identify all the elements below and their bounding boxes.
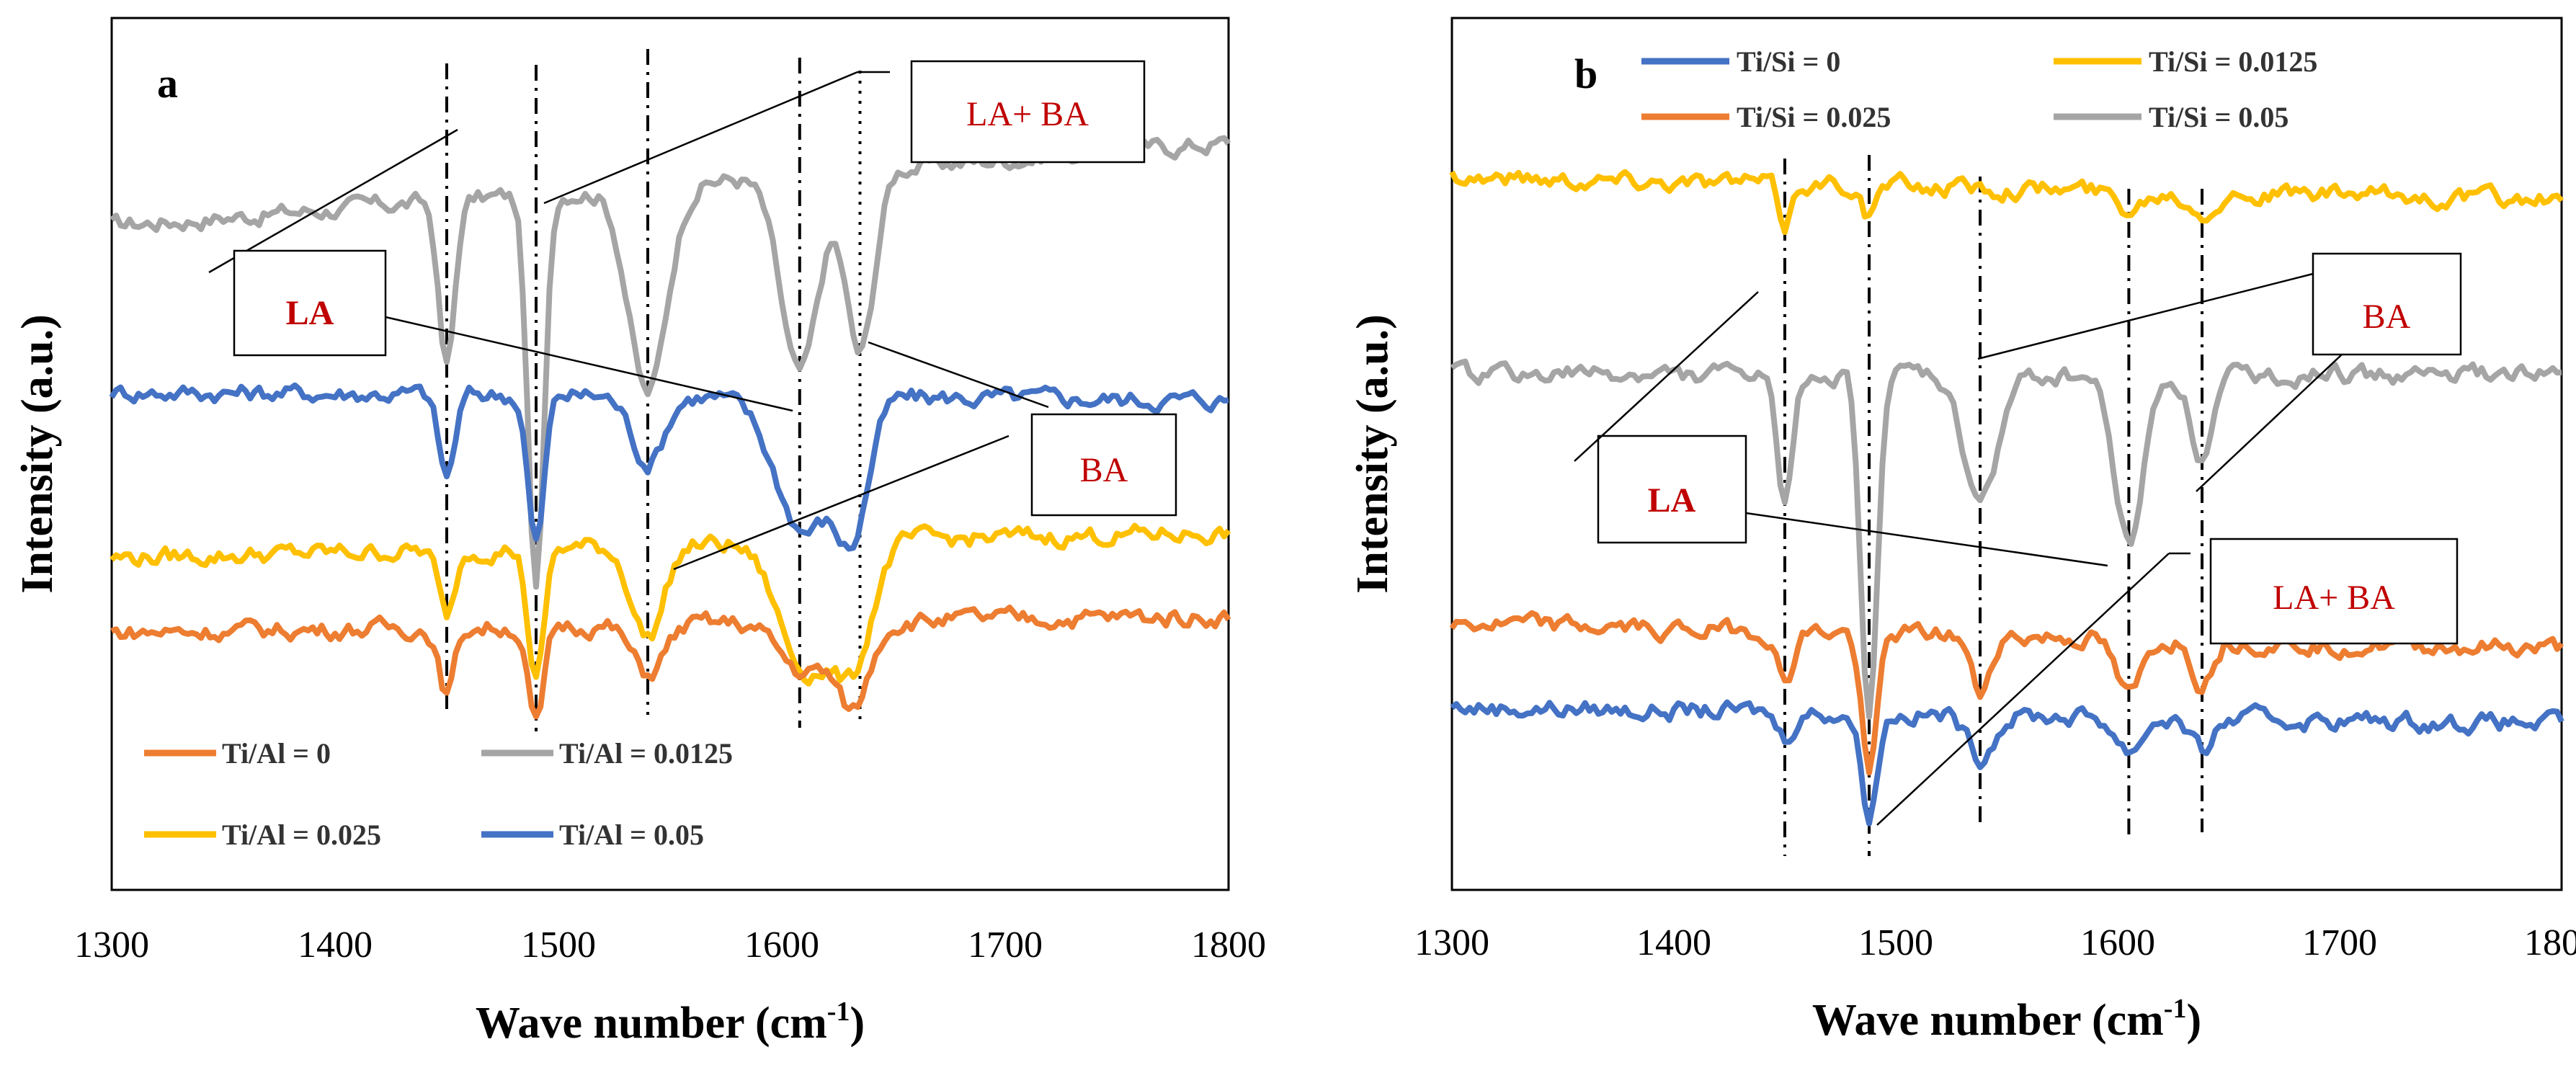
series-line-ti-si-0.0125 <box>1449 169 2564 236</box>
legend-label: Ti/Si = 0.0125 <box>2149 45 2317 78</box>
legend-item-ti-si-0.025: Ti/Si = 0.025 <box>1641 101 1891 133</box>
x-tick-label: 1700 <box>2302 922 2377 963</box>
legend-item-ti-al-0: Ti/Al = 0 <box>144 737 331 770</box>
legend-label: Ti/Al = 0.025 <box>222 819 381 851</box>
y-axis-label-a: Intensity (a.u.) <box>13 314 62 594</box>
annotation-la-a: LA <box>233 249 793 412</box>
annotation-text: LA+ BA <box>2273 579 2395 617</box>
chart-panel-a: a LA+ BA LA BA Ti/Al = 0 <box>13 17 1266 1048</box>
legend-item-ti-si-0.05: Ti/Si = 0.05 <box>2054 101 2288 133</box>
x-axis-label-b: Wave number (cm-1) <box>1812 994 2201 1045</box>
x-tick-label: 1500 <box>1858 922 1933 963</box>
series-line-ti-si-0.05 <box>1450 358 2562 720</box>
annotation-la-ba-a: LA+ BA <box>208 60 1146 274</box>
annotation-text: LA <box>1648 481 1696 520</box>
x-tick-label: 1600 <box>2080 922 2155 963</box>
legend-label: Ti/Al = 0 <box>222 737 331 770</box>
reference-lines-b <box>1783 155 2204 856</box>
x-tick-label: 1300 <box>74 924 149 966</box>
series-line-ti-al-0.025 <box>110 522 1231 687</box>
legend-item-ti-al-0.0125: Ti/Al = 0.0125 <box>481 737 733 770</box>
annotation-text: BA <box>2363 298 2411 336</box>
annotation-text: LA+ BA <box>966 95 1089 133</box>
series-line-ti-al-0.05 <box>109 382 1229 552</box>
legend-b: Ti/Si = 0 Ti/Si = 0.0125 Ti/Si = 0.025 T… <box>1641 45 2317 133</box>
x-tick-label: 1500 <box>521 924 596 966</box>
chart-panel-b: b Ti/Si = 0 Ti/Si = 0.0125 Ti/Si = 0.025… <box>1348 17 2576 1045</box>
x-tick-labels-a: 1300 1400 1500 1600 1700 1800 <box>74 924 1266 966</box>
legend-item-ti-al-0.025: Ti/Al = 0.025 <box>144 819 381 851</box>
series-line-ti-al-0 <box>110 605 1231 720</box>
annotation-text: LA <box>286 294 334 332</box>
series-line-ti-si-0 <box>1450 699 2564 826</box>
legend-item-ti-si-0: Ti/Si = 0 <box>1641 45 1840 78</box>
annotation-ba-b: BA <box>1977 252 2462 492</box>
x-tick-label: 1400 <box>298 924 373 966</box>
annotation-la-b: LA <box>1574 291 2108 567</box>
y-axis-label-b: Intensity (a.u.) <box>1348 314 1397 594</box>
x-tick-label: 1600 <box>744 924 819 966</box>
x-tick-label: 1300 <box>1414 922 1489 963</box>
series-lines-b <box>1449 169 2564 826</box>
x-tick-label: 1800 <box>1191 924 1266 966</box>
x-tick-label: 1400 <box>1636 922 1711 963</box>
panel-label-b: b <box>1574 50 1597 97</box>
panel-label-a: a <box>157 60 178 107</box>
legend-label: Ti/Al = 0.05 <box>559 819 704 851</box>
annotation-text: BA <box>1080 451 1128 489</box>
x-tick-label: 1800 <box>2524 922 2576 963</box>
x-axis-label-a: Wave number (cm-1) <box>476 997 865 1048</box>
x-tick-labels-b: 1300 1400 1500 1600 1700 1800 <box>1414 922 2576 963</box>
annotation-ba-a: BA <box>673 341 1177 571</box>
legend-label: Ti/Si = 0.025 <box>1737 101 1891 133</box>
legend-label: Ti/Al = 0.0125 <box>559 737 733 770</box>
legend-item-ti-si-0.0125: Ti/Si = 0.0125 <box>2054 45 2317 78</box>
legend-a: Ti/Al = 0 Ti/Al = 0.0125 Ti/Al = 0.025 T… <box>144 737 733 851</box>
annotation-la-ba-b: LA+ BA <box>1876 538 2459 826</box>
legend-label: Ti/Si = 0 <box>1737 45 1840 78</box>
legend-label: Ti/Si = 0.05 <box>2149 101 2288 133</box>
x-tick-label: 1700 <box>968 924 1043 966</box>
legend-item-ti-al-0.05: Ti/Al = 0.05 <box>481 819 704 851</box>
